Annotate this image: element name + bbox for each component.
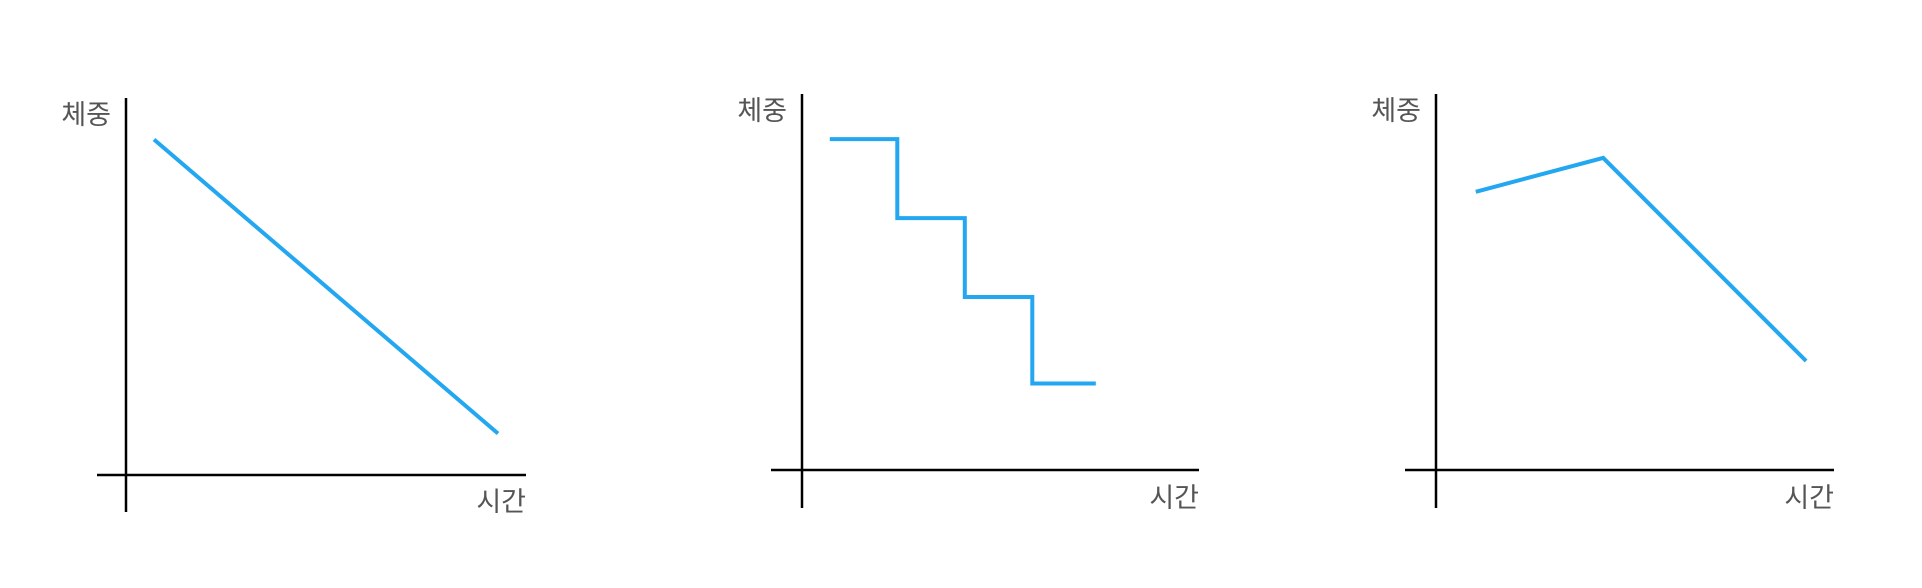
series-line [152,137,500,436]
chart-panel-1: 체중 시간 [61,98,526,518]
chart-panel-2: 체중 시간 [737,94,1199,514]
y-axis-label: 체중 [737,96,787,127]
chart-panel-3: 체중 시간 [1371,94,1834,514]
series-line [829,137,1096,386]
y-axis-label: 체중 [61,100,111,131]
x-axis-label: 시간 [1149,483,1199,514]
x-axis-label: 시간 [1784,483,1834,514]
x-axis-label: 시간 [476,487,526,518]
series-line [1475,155,1808,363]
y-axis-label: 체중 [1371,96,1421,127]
